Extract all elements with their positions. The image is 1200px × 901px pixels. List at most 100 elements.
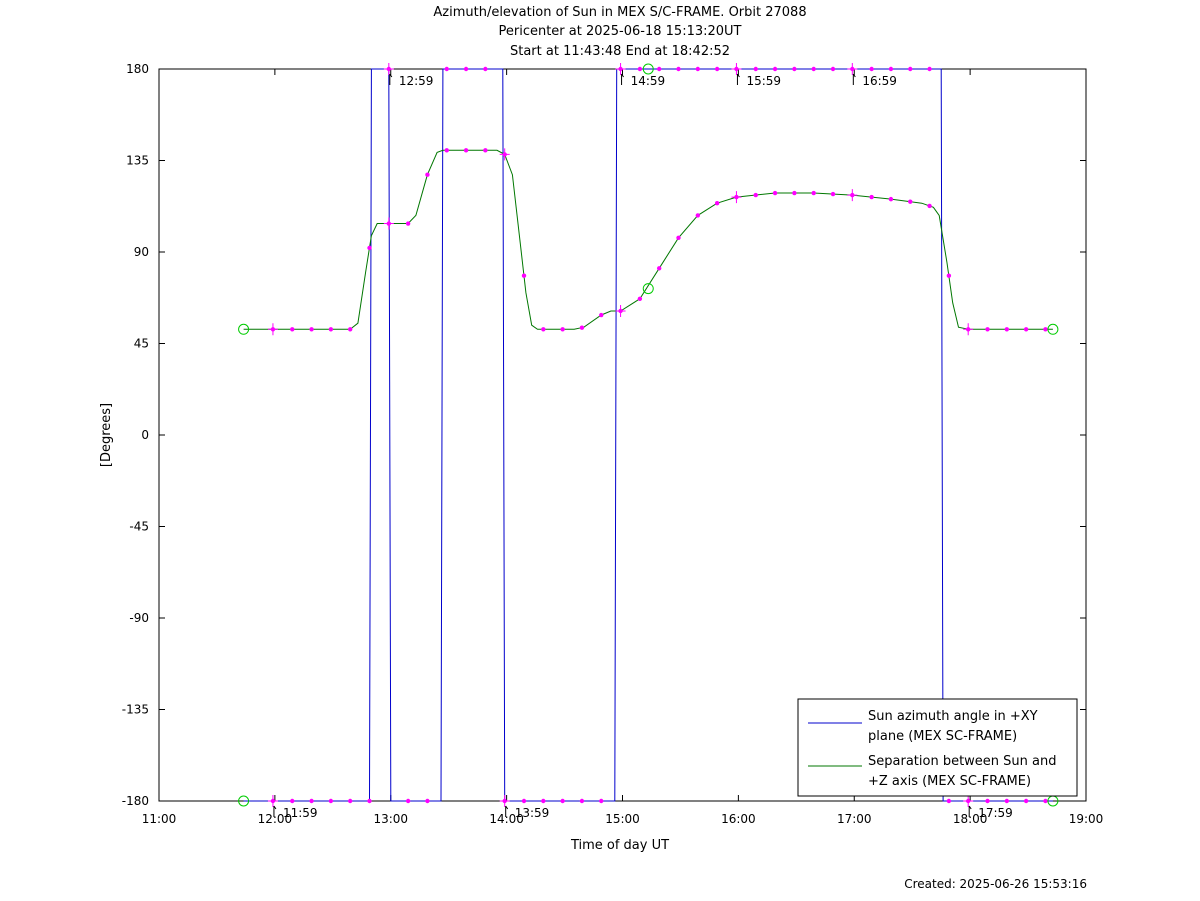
hour-cross-5-series-1	[847, 189, 858, 202]
hour-cross-4-series-1	[731, 191, 742, 204]
series-1-dot-1	[290, 327, 295, 332]
y-tick-label-5: -45	[129, 520, 149, 534]
series-0-dot-7	[405, 798, 411, 804]
hour-cross-2-series-1	[499, 148, 510, 161]
series-0-endpoint-0	[238, 795, 250, 807]
series-1-dot-28	[811, 190, 816, 196]
series-1-dot-20	[656, 266, 662, 271]
series-1-dot-3	[328, 327, 334, 332]
y-tick-label-1: 135	[126, 154, 149, 168]
y-tick-label-2: 90	[134, 245, 149, 259]
hour-marker-label-3: 14:59	[631, 74, 666, 88]
hour-cross-6-series-0	[963, 795, 974, 807]
series-0-dot-39	[1023, 798, 1029, 804]
series-0-dot-3	[328, 798, 334, 804]
series-1-dot-38	[1004, 327, 1010, 332]
plot-frame	[158, 68, 1087, 802]
hour-marker-tick-1	[389, 73, 393, 85]
hour-cross-5-series-0	[847, 63, 858, 75]
series-1-dot-21	[676, 235, 681, 240]
series-0-dot-15	[560, 798, 565, 804]
series-0-dot-32	[888, 66, 894, 72]
series-0-dot-34	[927, 66, 932, 72]
series-0-dot-23	[714, 66, 720, 72]
series-0-dot-37	[985, 798, 990, 804]
series-1-dot-25	[753, 192, 758, 198]
series-0-dot-27	[792, 66, 797, 72]
y-tick-label-8: -180	[122, 794, 149, 808]
series-line-azimuth	[243, 68, 1053, 802]
series-0-dot-22	[695, 66, 701, 72]
y-tick-label-3: 45	[134, 337, 149, 351]
x-tick-label-3: 14:00	[489, 812, 524, 826]
series-0-dot-14	[541, 798, 546, 804]
y-tick-label-4: 0	[141, 428, 149, 442]
chart-title-line-3: Start at 11:43:48 End at 18:42:52	[509, 44, 731, 59]
legend-box	[797, 698, 1078, 797]
y-tick-label-0: 180	[126, 62, 149, 76]
series-0-dot-10	[463, 66, 469, 72]
hour-cross-3-series-1	[615, 304, 626, 317]
hour-marker-tick-0	[273, 805, 277, 817]
x-tick-label-2: 13:00	[373, 812, 408, 826]
series-1-dot-2	[309, 327, 314, 332]
hour-marker-label-4: 15:59	[746, 74, 781, 88]
hour-marker-tick-3	[621, 73, 624, 85]
series-1-dot-39	[1023, 327, 1029, 332]
x-tick-label-8: 19:00	[1069, 812, 1104, 826]
series-1-endpoint-1	[1047, 323, 1059, 335]
pericenter-marker-azimuth	[642, 63, 654, 75]
series-1-dot-10	[463, 148, 469, 153]
series-0-dot-13	[521, 798, 527, 804]
series-0-dot-29	[830, 66, 836, 72]
series-1-dot-8	[425, 172, 430, 177]
hour-marker-label-2: 13:59	[515, 806, 550, 820]
hour-marker-label-6: 17:59	[978, 806, 1013, 820]
legend-label-separation-line-2: +Z axis (MEX SC-FRAME)	[868, 774, 1031, 789]
chart-title-line-2: Pericenter at 2025-06-18 15:13:20UT	[498, 24, 742, 39]
series-1-dot-16	[579, 325, 585, 330]
hour-marker-label-1: 12:59	[399, 74, 434, 88]
legend-label-azimuth-line-1: Sun azimuth angle in +XY	[868, 709, 1038, 724]
hour-cross-0-series-0	[267, 795, 278, 807]
series-0-dot-35	[946, 798, 952, 804]
hour-marker-label-0: 11:59	[283, 806, 318, 820]
series-1-dot-31	[869, 194, 874, 200]
created-timestamp: Created: 2025-06-26 15:53:16	[904, 877, 1087, 891]
x-tick-label-5: 16:00	[721, 812, 756, 826]
x-tick-label-7: 18:00	[953, 812, 988, 826]
hour-cross-6-series-1	[963, 323, 974, 336]
series-1-dot-27	[792, 190, 797, 196]
series-0-dot-11	[483, 66, 488, 72]
y-axis-label: [Degrees]	[99, 403, 114, 467]
series-0-dot-9	[444, 66, 449, 72]
hour-cross-4-series-0	[731, 63, 742, 75]
series-1-endpoint-0	[238, 323, 250, 335]
series-1-dot-4	[347, 327, 353, 332]
hour-marker-tick-5	[852, 73, 856, 85]
series-0-dot-40	[1043, 798, 1048, 804]
series-1-dot-23	[714, 201, 720, 206]
hour-marker-tick-2	[505, 805, 509, 817]
legend-label-separation-line-1: Separation between Sun and	[868, 754, 1056, 769]
x-tick-label-6: 17:00	[837, 812, 872, 826]
series-1-dot-14	[541, 327, 546, 332]
series-0-dot-38	[1004, 798, 1010, 804]
series-0-dot-4	[347, 798, 353, 804]
series-0-dot-26	[772, 66, 778, 72]
series-0-dot-28	[811, 66, 816, 72]
hour-cross-0-series-1	[267, 323, 278, 336]
series-1-dot-15	[560, 327, 565, 332]
series-1-dot-9	[444, 148, 449, 153]
series-line-separation	[243, 149, 1053, 330]
hour-marker-tick-4	[736, 73, 740, 85]
series-1-dot-17	[599, 312, 604, 318]
series-1-dot-32	[888, 196, 894, 202]
series-0-dot-8	[425, 798, 430, 804]
series-1-dot-33	[908, 199, 913, 204]
x-tick-label-1: 12:00	[258, 812, 293, 826]
series-1-dot-19	[637, 296, 643, 301]
series-1-dot-13	[521, 273, 527, 278]
series-0-dot-20	[656, 66, 662, 72]
